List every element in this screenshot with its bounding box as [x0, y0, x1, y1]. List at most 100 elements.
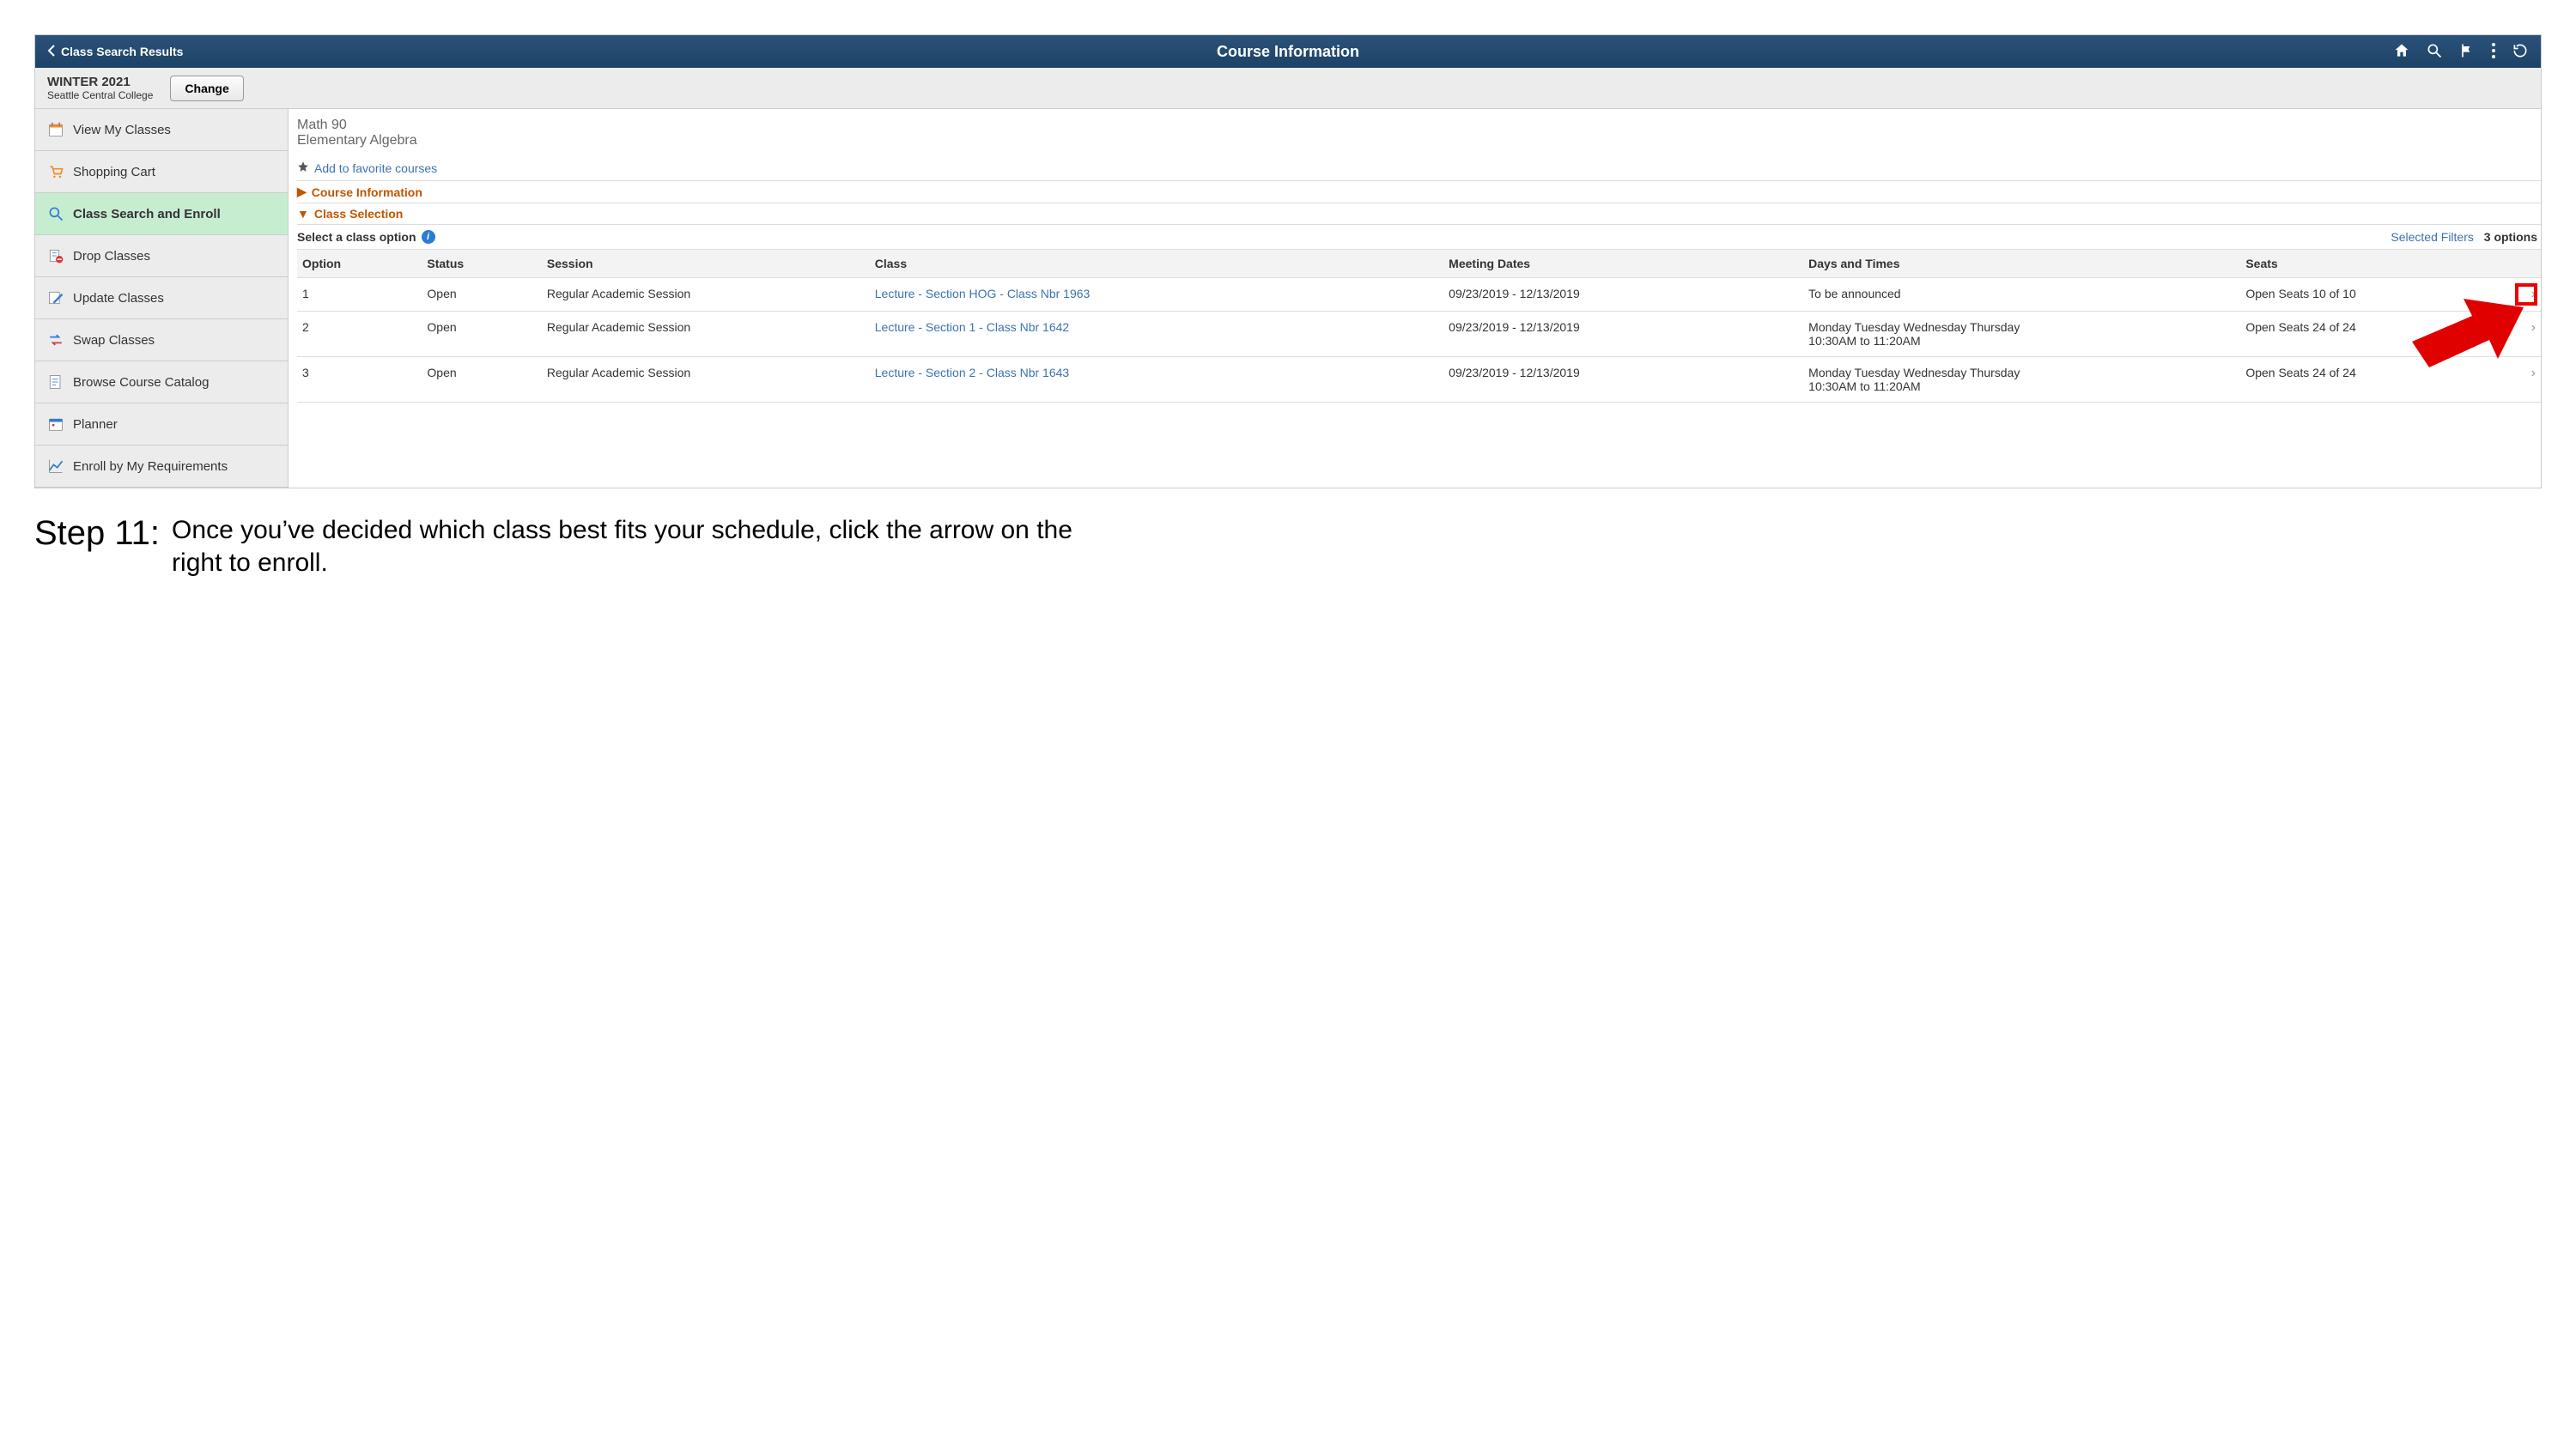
th-dates: Meeting Dates — [1443, 250, 1803, 278]
planner-icon — [47, 415, 64, 433]
select-option-bar: Select a class option i Selected Filters… — [297, 224, 2541, 249]
th-class: Class — [870, 250, 1443, 278]
class-options-table: Option Status Session Class Meeting Date… — [297, 249, 2541, 403]
page-title: Course Information — [1217, 43, 1359, 61]
sidebar-item-enroll-requirements[interactable]: Enroll by My Requirements — [35, 446, 288, 488]
term-title: WINTER 2021 — [47, 75, 153, 89]
cell-seats: Open Seats 24 of 24 — [2240, 357, 2503, 403]
sidebar-item-label: Browse Course Catalog — [73, 375, 209, 390]
sidebar-item-label: Enroll by My Requirements — [73, 459, 228, 474]
term-bar: WINTER 2021 Seattle Central College Chan… — [35, 68, 2541, 109]
sidebar-item-update-classes[interactable]: Update Classes — [35, 277, 288, 319]
th-seats: Seats — [2240, 250, 2503, 278]
caret-down-icon: ▼ — [297, 207, 309, 221]
top-bar: Class Search Results Course Information — [35, 35, 2541, 68]
home-icon[interactable] — [2393, 42, 2410, 62]
th-status: Status — [422, 250, 542, 278]
star-icon — [297, 161, 309, 175]
cell-option: 1 — [297, 278, 422, 312]
sidebar-item-view-my-classes[interactable]: View My Classes — [35, 109, 288, 151]
caret-right-icon: ▶ — [297, 185, 307, 199]
th-option: Option — [297, 250, 422, 278]
cell-session: Regular Academic Session — [542, 312, 870, 357]
sidebar-item-label: Shopping Cart — [73, 165, 155, 179]
term-subtitle: Seattle Central College — [47, 89, 153, 101]
sidebar-item-label: Drop Classes — [73, 249, 150, 264]
sidebar-item-label: Planner — [73, 417, 118, 432]
select-prompt: Select a class option — [297, 230, 416, 244]
cell-times: To be announced — [1803, 278, 2240, 312]
sidebar-item-label: Update Classes — [73, 291, 164, 306]
cell-class-link[interactable]: Lecture - Section 2 - Class Nbr 1643 — [870, 357, 1443, 403]
drop-icon — [47, 247, 64, 264]
row-select-arrow[interactable]: › — [2503, 278, 2541, 312]
sidebar: View My Classes Shopping Cart Class Sear… — [35, 109, 289, 488]
back-label: Class Search Results — [61, 45, 183, 58]
swap-icon — [47, 331, 64, 349]
selected-filters-link[interactable]: Selected Filters — [2391, 230, 2473, 244]
favorite-row: Add to favorite courses — [297, 161, 2541, 175]
course-title: Elementary Algebra — [297, 133, 2541, 149]
sidebar-item-label: Swap Classes — [73, 333, 155, 348]
sidebar-item-label: View My Classes — [73, 123, 171, 137]
topbar-actions — [2393, 42, 2541, 62]
cell-dates: 09/23/2019 - 12/13/2019 — [1443, 312, 1803, 357]
cell-status: Open — [422, 312, 542, 357]
chevron-left-icon — [47, 45, 56, 59]
cell-seats: Open Seats 10 of 10 — [2240, 278, 2503, 312]
add-favorite-link[interactable]: Add to favorite courses — [314, 161, 437, 175]
search-icon — [47, 205, 64, 222]
cell-status: Open — [422, 278, 542, 312]
calendar-icon — [47, 121, 64, 138]
table-row[interactable]: 1 Open Regular Academic Session Lecture … — [297, 278, 2541, 312]
class-selection-toggle[interactable]: ▼ Class Selection — [297, 203, 2541, 224]
cell-class-link[interactable]: Lecture - Section 1 - Class Nbr 1642 — [870, 312, 1443, 357]
sidebar-item-shopping-cart[interactable]: Shopping Cart — [35, 151, 288, 193]
cell-option: 3 — [297, 357, 422, 403]
sidebar-item-class-search-enroll[interactable]: Class Search and Enroll — [35, 193, 288, 235]
sidebar-item-planner[interactable]: Planner — [35, 403, 288, 446]
sidebar-item-browse-catalog[interactable]: Browse Course Catalog — [35, 361, 288, 403]
table-row[interactable]: 3 Open Regular Academic Session Lecture … — [297, 357, 2541, 403]
update-icon — [47, 289, 64, 306]
row-select-arrow[interactable]: › — [2503, 312, 2541, 357]
menu-dots-icon[interactable] — [2491, 42, 2496, 62]
cell-times: Monday Tuesday Wednesday Thursday 10:30A… — [1803, 357, 2240, 403]
chart-icon — [47, 458, 64, 475]
course-info-label: Course Information — [312, 185, 422, 199]
refresh-icon[interactable] — [2512, 42, 2529, 62]
sidebar-item-drop-classes[interactable]: Drop Classes — [35, 235, 288, 277]
back-button[interactable]: Class Search Results — [35, 45, 195, 59]
info-icon[interactable]: i — [422, 230, 435, 244]
main-content: Math 90 Elementary Algebra Add to favori… — [289, 109, 2541, 488]
table-row[interactable]: 2 Open Regular Academic Session Lecture … — [297, 312, 2541, 357]
cell-session: Regular Academic Session — [542, 357, 870, 403]
cell-session: Regular Academic Session — [542, 278, 870, 312]
cell-class-link[interactable]: Lecture - Section HOG - Class Nbr 1963 — [870, 278, 1443, 312]
cell-option: 2 — [297, 312, 422, 357]
options-count: 3 options — [2484, 230, 2537, 244]
table-header-row: Option Status Session Class Meeting Date… — [297, 250, 2541, 278]
class-selection-label: Class Selection — [314, 207, 404, 221]
cart-icon — [47, 163, 64, 180]
term-text: WINTER 2021 Seattle Central College — [47, 75, 153, 101]
cell-dates: 09/23/2019 - 12/13/2019 — [1443, 278, 1803, 312]
catalog-icon — [47, 373, 64, 391]
row-select-arrow[interactable]: › — [2503, 357, 2541, 403]
search-icon[interactable] — [2426, 42, 2443, 62]
step-caption: Step 11: Once you’ve decided which class… — [34, 514, 2542, 579]
step-text: Once you’ve decided which class best fit… — [172, 514, 1116, 579]
th-session: Session — [542, 250, 870, 278]
sidebar-item-label: Class Search and Enroll — [73, 207, 221, 221]
course-info-toggle[interactable]: ▶ Course Information — [297, 180, 2541, 203]
app-frame: Class Search Results Course Information … — [34, 34, 2542, 488]
change-term-button[interactable]: Change — [170, 76, 243, 101]
course-code: Math 90 — [297, 118, 2541, 133]
cell-status: Open — [422, 357, 542, 403]
sidebar-item-swap-classes[interactable]: Swap Classes — [35, 319, 288, 361]
cell-dates: 09/23/2019 - 12/13/2019 — [1443, 357, 1803, 403]
th-times: Days and Times — [1803, 250, 2240, 278]
flag-icon[interactable] — [2458, 42, 2476, 62]
cell-seats: Open Seats 24 of 24 — [2240, 312, 2503, 357]
cell-times: Monday Tuesday Wednesday Thursday 10:30A… — [1803, 312, 2240, 357]
